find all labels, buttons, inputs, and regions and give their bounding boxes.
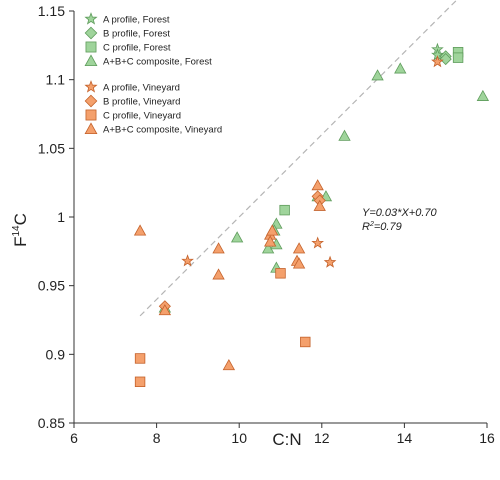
- data-point-vineyard-triangle: [222, 358, 236, 371]
- y-axis-title-tail: C: [11, 213, 30, 225]
- data-point-vineyard-triangle: [313, 199, 326, 211]
- data-point-vineyard-triangle: [292, 242, 306, 254]
- data-point-vineyard-star: [181, 254, 194, 267]
- legend-label: C profile, Vineyard: [103, 111, 181, 122]
- legend-label: A profile, Vineyard: [103, 83, 180, 94]
- legend-label: B profile, Forest: [103, 29, 170, 40]
- y-tick-label: 1.1: [46, 72, 66, 88]
- data-point-forest-triangle: [394, 62, 407, 74]
- legend-marker-vineyard-square: [85, 109, 97, 121]
- r2-value: =0.79: [374, 221, 402, 233]
- data-point-vineyard-star: [323, 255, 337, 268]
- data-point-forest-triangle: [476, 89, 490, 101]
- legend-label: A+B+C composite, Vineyard: [103, 125, 222, 136]
- legend-label: A+B+C composite, Forest: [103, 57, 212, 68]
- legend-label: B profile, Vineyard: [103, 97, 180, 108]
- data-point-vineyard-triangle: [212, 242, 225, 254]
- legend-marker-vineyard-triangle: [84, 122, 98, 135]
- legend-marker-forest-star: [84, 12, 98, 25]
- data-point-forest-triangle: [230, 231, 244, 243]
- y-tick-label: 1.05: [38, 140, 65, 156]
- data-point-forest-diamond: [439, 53, 452, 66]
- x-tick-label: 8: [153, 430, 161, 446]
- x-tick-label: 14: [397, 430, 413, 446]
- y-axis-title-main: F: [11, 237, 30, 247]
- data-point-vineyard-star: [311, 236, 324, 249]
- y-axis-title-sup: 14: [11, 225, 22, 237]
- y-axis-title: F14C: [11, 213, 30, 247]
- data-point-vineyard-triangle: [311, 179, 324, 191]
- legend: A profile, Forest B profile, Forest C prof…: [84, 12, 222, 136]
- legend-marker-forest-triangle: [84, 54, 98, 67]
- x-tick-label: 6: [70, 430, 78, 446]
- legend-marker-vineyard-diamond: [84, 94, 98, 108]
- legend-marker-forest-square: [85, 41, 97, 53]
- data-point-vineyard-triangle: [263, 235, 277, 247]
- data-point-forest-triangle: [338, 129, 351, 141]
- y-tick-label: 0.85: [38, 415, 65, 431]
- legend-marker-forest-diamond: [84, 26, 98, 40]
- y-tick-label: 0.95: [38, 278, 65, 294]
- x-tick-label: 16: [479, 430, 495, 446]
- y-tick-label: 0.9: [46, 346, 66, 362]
- y-tick-label: 1.15: [38, 3, 65, 19]
- x-tick-label: 10: [231, 430, 247, 446]
- data-point-forest-square: [279, 204, 290, 216]
- regression-r2: R2=0.79: [362, 221, 402, 233]
- data-point-vineyard-star: [431, 55, 444, 68]
- data-point-vineyard-triangle: [133, 224, 147, 236]
- trendline: [139, 0, 458, 317]
- r2-prefix: R: [362, 221, 370, 233]
- legend-label: A profile, Forest: [103, 15, 170, 26]
- data-point-vineyard-square: [134, 376, 146, 388]
- data-point-vineyard-triangle: [158, 304, 172, 316]
- data-point-vineyard-square: [275, 268, 286, 279]
- x-axis-title: C:N: [272, 430, 301, 449]
- legend-label: C profile, Forest: [103, 43, 171, 54]
- data-point-vineyard-triangle: [266, 224, 279, 236]
- tick-labels-group: 6 8 10 12 14 16 0.85 0.9 0.95 1 1.05 1.1 1.15: [38, 3, 495, 446]
- legend-marker-vineyard-star: [84, 80, 98, 93]
- x-tick-label: 12: [314, 430, 330, 446]
- data-point-vineyard-square: [300, 336, 311, 348]
- y-tick-label: 1: [57, 209, 65, 225]
- regression-equation: Y=0.03*X+0.70: [362, 207, 438, 219]
- data-point-vineyard-square: [134, 353, 146, 364]
- r2-sup: 2: [369, 221, 374, 228]
- data-point-forest-triangle: [261, 242, 275, 254]
- trendline-group: [139, 0, 458, 317]
- data-point-vineyard-triangle: [292, 257, 306, 269]
- data-point-vineyard-triangle: [212, 268, 225, 280]
- data-point-forest-square: [452, 52, 464, 63]
- data-points-group: [133, 42, 490, 388]
- data-point-forest-triangle: [371, 69, 384, 81]
